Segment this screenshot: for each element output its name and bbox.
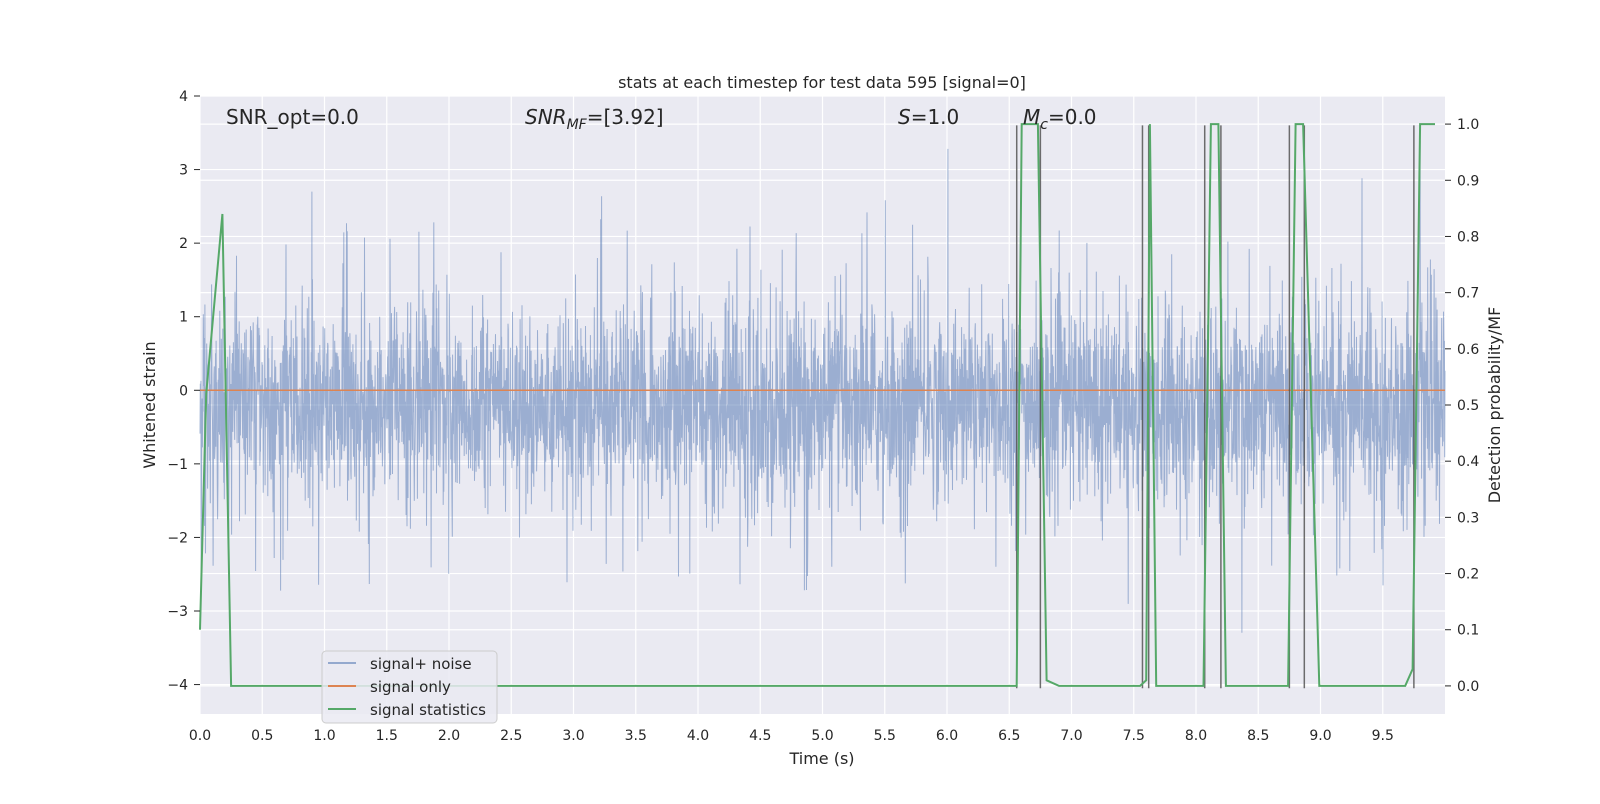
y-axis-label-right: Detection probability/MF <box>1485 307 1504 504</box>
y-tick-label-left: −3 <box>167 604 188 620</box>
annotation-s: S=1.0 <box>898 105 959 129</box>
y-axis-label-left: Whitened strain <box>140 341 159 468</box>
x-tick-label: 0.0 <box>189 728 211 744</box>
y-tick-label-right: 0.6 <box>1457 342 1479 358</box>
annotation-snr-opt: SNR_opt=0.0 <box>226 105 359 129</box>
y-tick-label-left: 4 <box>179 89 188 105</box>
x-tick-label: 7.5 <box>1123 728 1145 744</box>
y-tick-label-left: −1 <box>167 457 188 473</box>
x-tick-label: 5.0 <box>811 728 833 744</box>
series-signal-statistics <box>199 123 1435 687</box>
series-signal-plus-noise <box>199 141 1446 633</box>
annotation-mc: Mc=0.0 <box>1023 105 1097 133</box>
x-tick-label: 8.0 <box>1185 728 1207 744</box>
y-tick-label-left: 1 <box>179 310 188 326</box>
data-layer <box>199 123 1446 689</box>
y-tick-label-right: 1.0 <box>1457 117 1479 133</box>
y-tick-label-left: 0 <box>179 383 188 399</box>
y-tick-label-left: −4 <box>167 678 188 694</box>
x-tick-label: 6.5 <box>998 728 1020 744</box>
x-tick-label: 4.0 <box>687 728 709 744</box>
x-tick-label: 2.5 <box>500 728 522 744</box>
y-tick-label-left: −2 <box>167 530 188 546</box>
annotation-snr-mf: SNRMF=[3.92] <box>525 105 664 133</box>
x-tick-label: 9.5 <box>1372 728 1394 744</box>
y-tick-label-right: 0.8 <box>1457 229 1479 245</box>
y-tick-label-left: 2 <box>179 236 188 252</box>
x-axis-label: Time (s) <box>788 749 854 768</box>
x-tick-label: 5.5 <box>874 728 896 744</box>
legend-label-noise: signal+ noise <box>370 655 472 673</box>
x-tick-label: 9.0 <box>1309 728 1331 744</box>
x-tick-label: 3.0 <box>562 728 584 744</box>
legend-label-statistics: signal statistics <box>370 701 486 719</box>
y-tick-label-right: 0.1 <box>1457 623 1479 639</box>
x-tick-label: 1.5 <box>376 728 398 744</box>
y-tick-label-right: 0.2 <box>1457 567 1479 583</box>
chart-title: stats at each timestep for test data 595… <box>618 73 1026 92</box>
x-tick-label: 8.5 <box>1247 728 1269 744</box>
legend-label-signal: signal only <box>370 678 451 696</box>
y-tick-label-right: 0.5 <box>1457 398 1479 414</box>
y-tick-label-right: 0.9 <box>1457 173 1479 189</box>
x-tick-label: 1.0 <box>313 728 335 744</box>
legend: signal+ noise signal only signal statist… <box>321 650 498 724</box>
y-tick-label-left: 3 <box>179 163 188 179</box>
x-tick-label: 7.0 <box>1060 728 1082 744</box>
y-tick-label-right: 0.3 <box>1457 510 1479 526</box>
x-tick-label: 4.5 <box>749 728 771 744</box>
x-tick-label: 0.5 <box>251 728 273 744</box>
x-tick-label: 2.0 <box>438 728 460 744</box>
x-tick-label: 6.0 <box>936 728 958 744</box>
legend-box <box>321 650 498 724</box>
x-tick-label: 3.5 <box>625 728 647 744</box>
tick-layer: 0.0 0.5 1.0 1.5 2.0 2.5 3.0 3.5 4.0 4.5 5.0 5.5 6.0 6… <box>167 89 1479 744</box>
y-tick-label-right: 0.4 <box>1457 454 1479 470</box>
y-tick-label-right: 0.7 <box>1457 286 1479 302</box>
y-tick-label-right: 0.0 <box>1457 679 1479 695</box>
